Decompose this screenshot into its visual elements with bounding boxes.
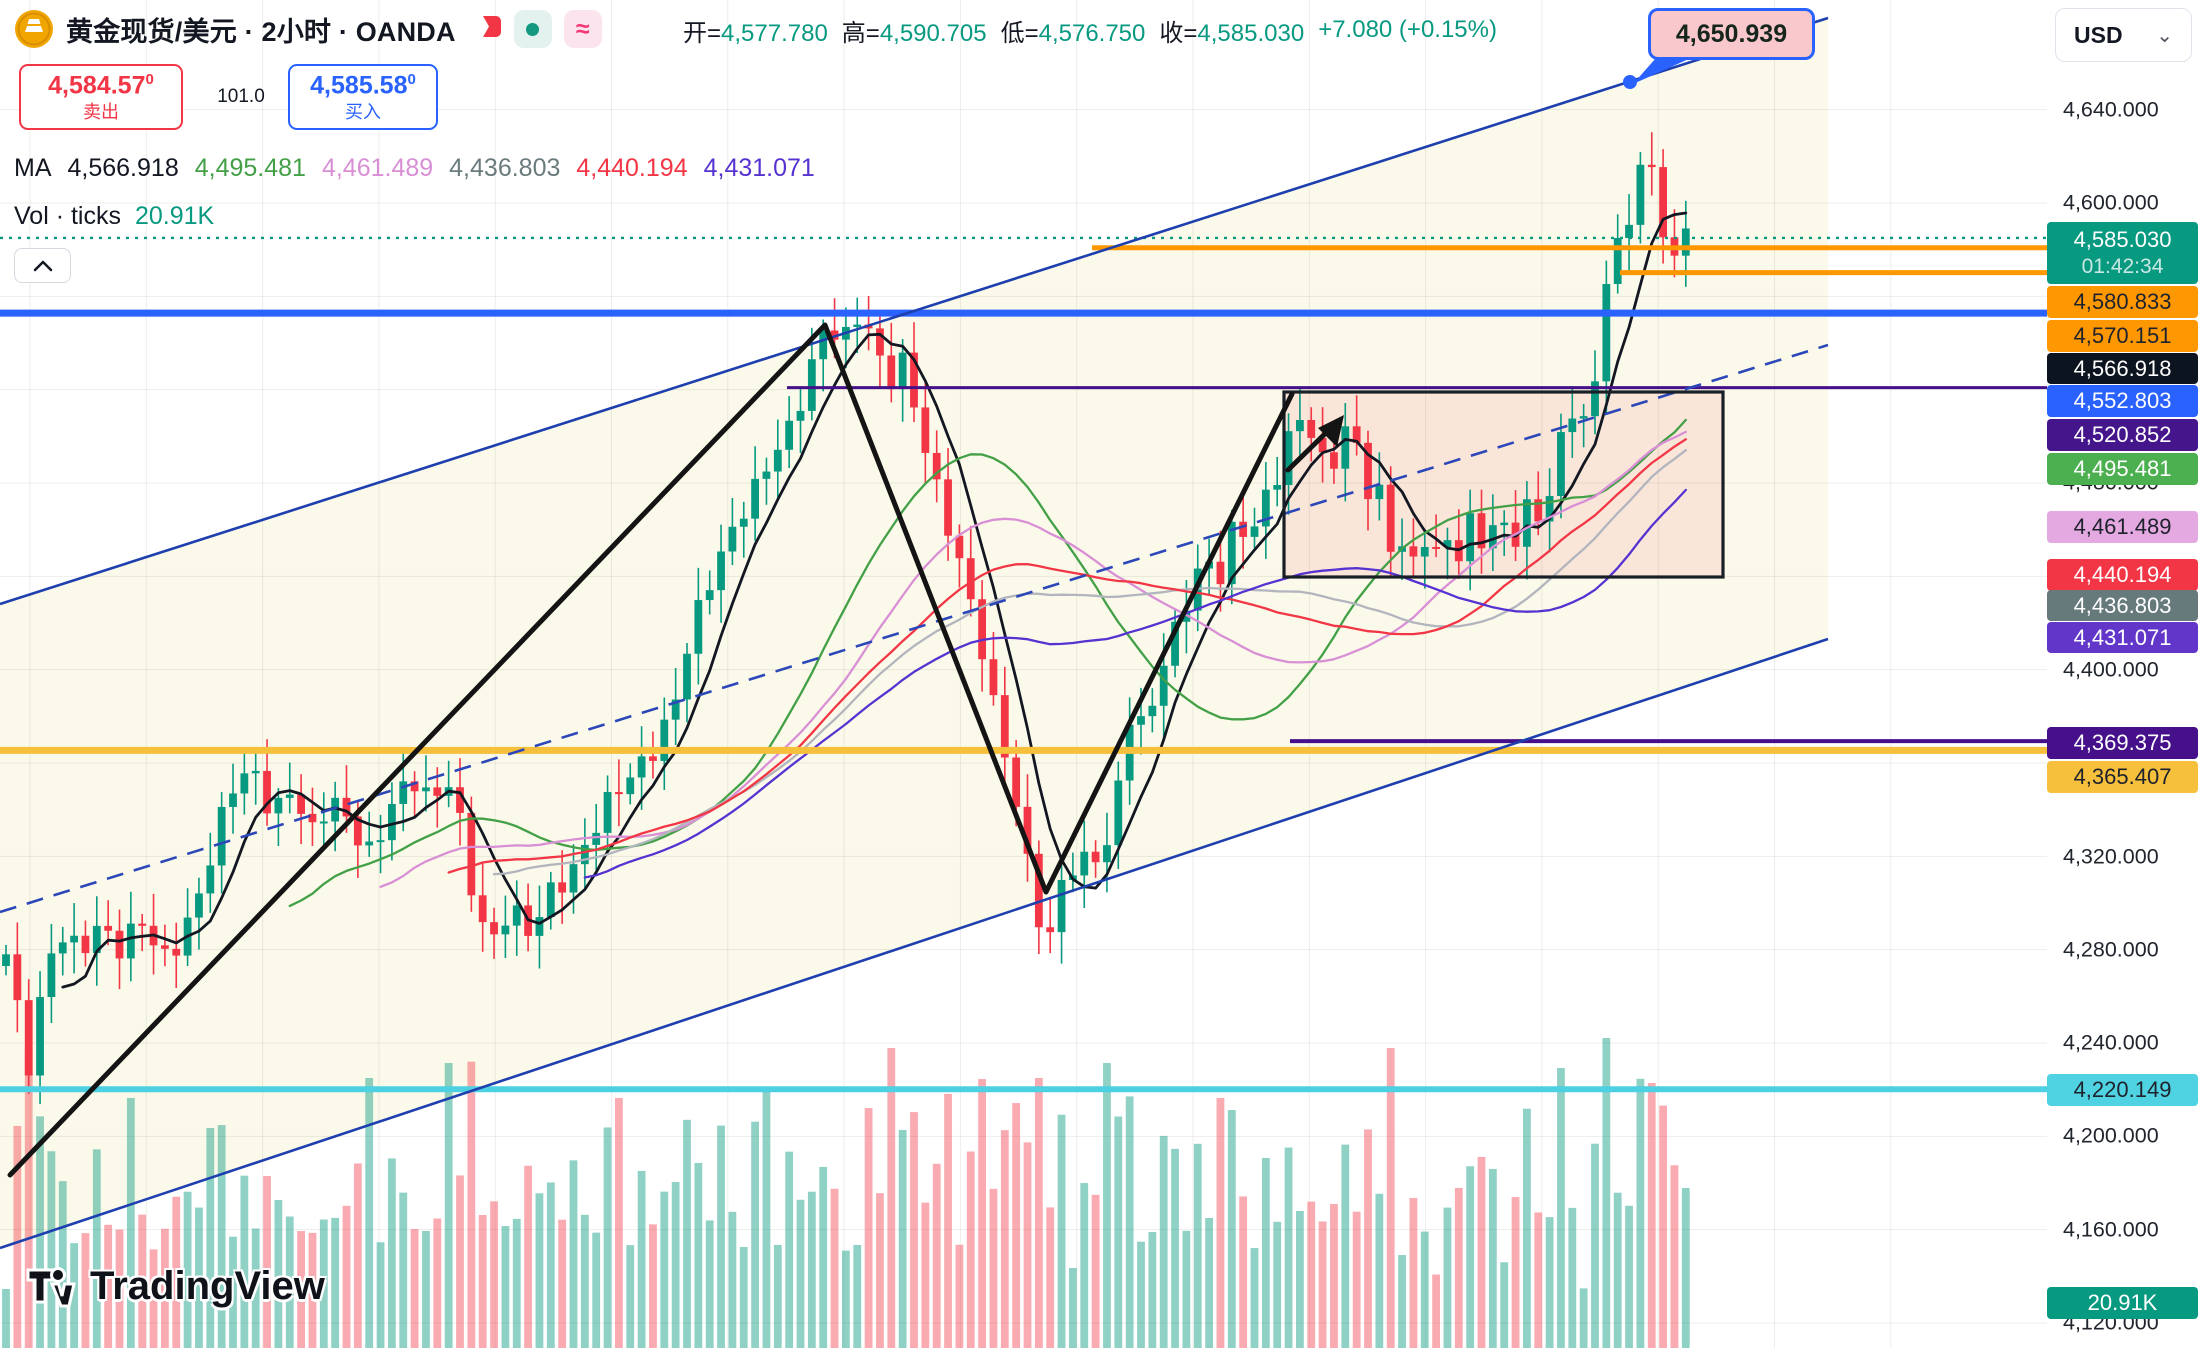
price-badge: 4,566.918 <box>2047 353 2198 384</box>
tradingview-logo-icon <box>26 1267 76 1308</box>
price-badge: 4,461.489 <box>2047 511 2198 543</box>
price-badge: 4,440.194 <box>2047 559 2198 591</box>
price-badge: 4,580.833 <box>2047 286 2198 318</box>
axis-tick: 4,240.000 <box>2063 1030 2159 1055</box>
ohlc-item: 收=4,585.030 <box>1159 19 1305 47</box>
ohlc-item: 高=4,590.705 <box>841 19 987 47</box>
axis-tick: 4,200.000 <box>2063 1123 2159 1148</box>
price-badge: 4,365.407 <box>2047 761 2198 793</box>
axis-tick: 4,160.000 <box>2063 1217 2159 1242</box>
spread-value: 101.0 <box>217 86 265 107</box>
volume-legend-label: Vol · ticks <box>14 201 121 230</box>
symbol-title[interactable]: 黄金现货/美元 · 2小时 · OANDA <box>66 16 456 47</box>
delayed-data-icon[interactable]: ≈ <box>563 10 602 48</box>
price-badge: 4,552.803 <box>2047 385 2198 417</box>
price-axis[interactable]: 4,640.0004,600.0004,480.0004,400.0004,32… <box>2047 0 2198 1348</box>
change-value: +7.080 (+0.15%) <box>1318 16 1497 43</box>
symbol-header: 黄金现货/美元 · 2小时 · OANDA ≈ <box>14 8 602 50</box>
volume-legend[interactable]: Vol · ticks 20.91K <box>14 200 214 232</box>
price-badge: 4,570.151 <box>2047 320 2198 352</box>
ma-legend-label: MA <box>14 153 52 182</box>
price-badge: 4,369.375 <box>2047 727 2198 759</box>
collapse-legend-button[interactable] <box>14 248 71 283</box>
axis-tick: 4,280.000 <box>2063 937 2159 962</box>
ma-value: 4,431.071 <box>703 153 815 182</box>
price-badge: 4,585.030 01:42:34 <box>2047 222 2198 284</box>
axis-tick: 4,320.000 <box>2063 844 2159 869</box>
currency-selector[interactable]: USD ⌄ <box>2055 8 2192 62</box>
price-badge: 4,495.481 <box>2047 453 2198 485</box>
price-badge: 4,431.071 <box>2047 622 2198 653</box>
tradingview-watermark: TradingView <box>26 1262 325 1310</box>
ma-value: 4,566.918 <box>67 153 179 182</box>
currency-label: USD <box>2074 21 2123 48</box>
ma-value: 4,436.803 <box>449 153 561 182</box>
ohlc-values: 开=4,577.780 高=4,590.705 低=4,576.750 收=4,585… <box>683 12 1497 48</box>
tradingview-watermark-text: TradingView <box>90 1263 325 1308</box>
price-target-callout[interactable]: 4,650.939 <box>1648 8 1815 60</box>
flag-icon[interactable] <box>474 14 502 44</box>
buy-label: 买入 <box>345 101 381 122</box>
axis-tick: 4,600.000 <box>2063 190 2159 215</box>
gold-coin-icon <box>15 10 53 48</box>
ma-legend[interactable]: MA 4,566.918 4,495.481 4,461.489 4,436.803 4… <box>14 152 815 184</box>
ma-value: 4,440.194 <box>576 153 688 182</box>
sell-label: 卖出 <box>83 101 119 122</box>
price-badge: 4,520.852 <box>2047 419 2198 451</box>
market-open-icon[interactable] <box>513 10 552 48</box>
axis-tick: 4,640.000 <box>2063 97 2159 122</box>
buy-button[interactable]: 4,585.580 买入 <box>288 64 438 130</box>
chevron-down-icon: ⌄ <box>2156 24 2173 47</box>
ohlc-item: 开=4,577.780 <box>683 19 828 47</box>
ma-value: 4,461.489 <box>321 153 434 182</box>
volume-legend-value: 20.91K <box>134 201 215 230</box>
price-badge: 20.91K <box>2047 1287 2198 1319</box>
sell-button[interactable]: 4,584.570 卖出 <box>19 64 183 130</box>
ma-value: 4,495.481 <box>194 153 306 182</box>
price-badge: 4,436.803 <box>2047 590 2198 621</box>
axis-tick: 4,400.000 <box>2063 657 2159 682</box>
ohlc-item: 低=4,576.750 <box>1000 19 1146 47</box>
price-badge: 4,220.149 <box>2047 1074 2198 1106</box>
chevron-up-icon <box>33 260 52 271</box>
